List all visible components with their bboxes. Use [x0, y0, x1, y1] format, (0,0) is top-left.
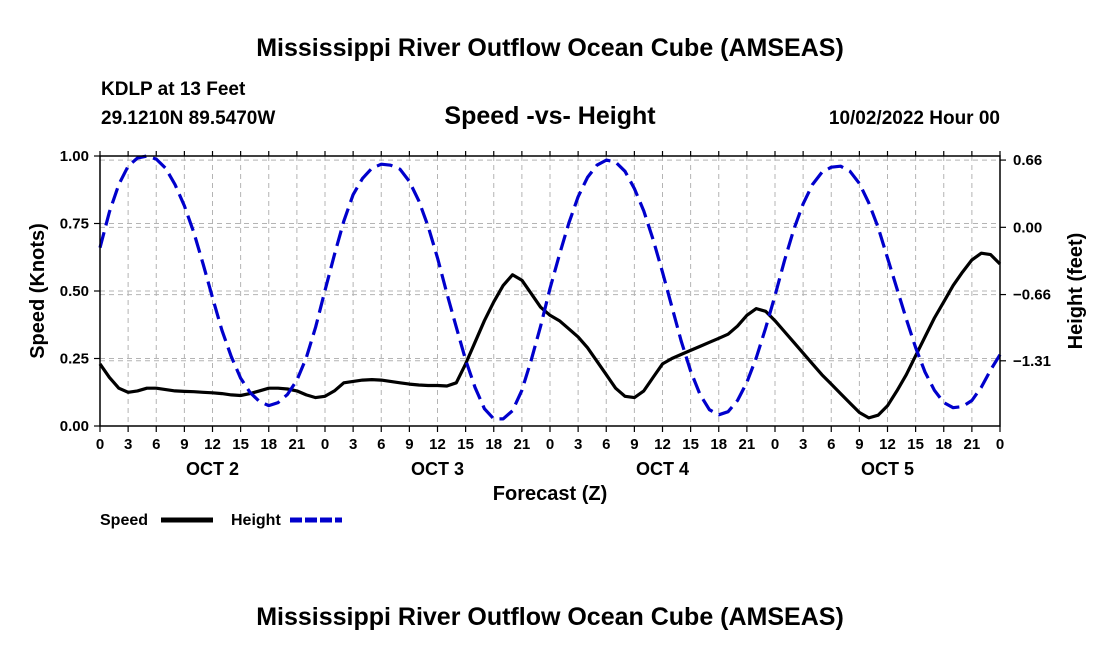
x-tick-label: 3	[799, 436, 807, 453]
main-title: Mississippi River Outflow Ocean Cube (AM…	[256, 34, 844, 62]
day-label: OCT 3	[411, 459, 464, 479]
legend-speed-label: Speed	[100, 512, 148, 529]
y-tick-label-right: −1.31	[1013, 353, 1051, 370]
chart-title: Speed -vs- Height	[444, 102, 656, 130]
x-tick-label: 6	[377, 436, 385, 453]
x-tick-label: 6	[827, 436, 835, 453]
y-tick-label-left: 1.00	[60, 148, 89, 165]
x-tick-label: 3	[349, 436, 357, 453]
x-tick-label: 3	[574, 436, 582, 453]
legend: Speed Height	[100, 512, 342, 529]
y-tick-label-right: −0.66	[1013, 287, 1051, 304]
y-axis-right-label: Height (feet)	[1065, 233, 1087, 350]
x-tick-label: 6	[152, 436, 160, 453]
x-tick-label: 18	[485, 436, 502, 453]
x-tick-label: 18	[260, 436, 277, 453]
x-tick-label: 9	[630, 436, 638, 453]
series-line-height	[98, 154, 1002, 421]
x-tick-label: 0	[96, 436, 104, 453]
y-tick-label-right: 0.00	[1013, 219, 1042, 236]
y-tick-label-left: 0.00	[60, 418, 89, 435]
x-tick-label: 9	[855, 436, 863, 453]
day-label: OCT 4	[636, 459, 689, 479]
station-label: KDLP at 13 Feet	[101, 79, 246, 100]
x-tick-label: 9	[180, 436, 188, 453]
x-tick-label: 0	[546, 436, 554, 453]
x-tick-label: 6	[602, 436, 610, 453]
x-tick-label: 18	[935, 436, 952, 453]
footer-title: Mississippi River Outflow Ocean Cube (AM…	[256, 603, 844, 631]
x-tick-label: 21	[739, 436, 756, 453]
y-tick-label-left: 0.25	[60, 351, 89, 368]
x-tick-label: 0	[321, 436, 329, 453]
x-tick-label: 15	[907, 436, 924, 453]
y-tick-label-right: 0.66	[1013, 152, 1042, 169]
x-tick-label: 0	[996, 436, 1004, 453]
axes: 0 3 6 9 12 15 18 21 0 3 6 9 12 15 18 21 0 3 6 9 12 15 18 21 0 3 6 9…	[60, 148, 1051, 479]
x-axis-label: Forecast (Z)	[493, 483, 607, 505]
forecast-date: 10/02/2022 Hour 00	[829, 108, 1000, 129]
day-label: OCT 5	[861, 459, 914, 479]
y-axis-left-label: Speed (Knots)	[27, 223, 49, 359]
x-tick-label: 21	[514, 436, 531, 453]
x-tick-label: 15	[232, 436, 249, 453]
x-tick-label: 12	[879, 436, 896, 453]
x-tick-label: 9	[405, 436, 413, 453]
x-tick-label: 21	[964, 436, 981, 453]
x-tick-label: 18	[710, 436, 727, 453]
x-tick-label: 12	[204, 436, 221, 453]
legend-height-label: Height	[231, 512, 281, 529]
x-tick-label: 0	[771, 436, 779, 453]
y-tick-label-left: 0.75	[60, 216, 89, 233]
x-tick-label: 3	[124, 436, 132, 453]
series-lines	[98, 154, 1002, 421]
x-tick-label: 15	[457, 436, 474, 453]
coordinates-label: 29.1210N 89.5470W	[101, 108, 275, 129]
x-tick-label: 12	[429, 436, 446, 453]
x-tick-label: 21	[289, 436, 306, 453]
x-tick-label: 15	[682, 436, 699, 453]
x-tick-label: 12	[654, 436, 671, 453]
day-label: OCT 2	[186, 459, 239, 479]
y-tick-label-left: 0.50	[60, 283, 89, 300]
